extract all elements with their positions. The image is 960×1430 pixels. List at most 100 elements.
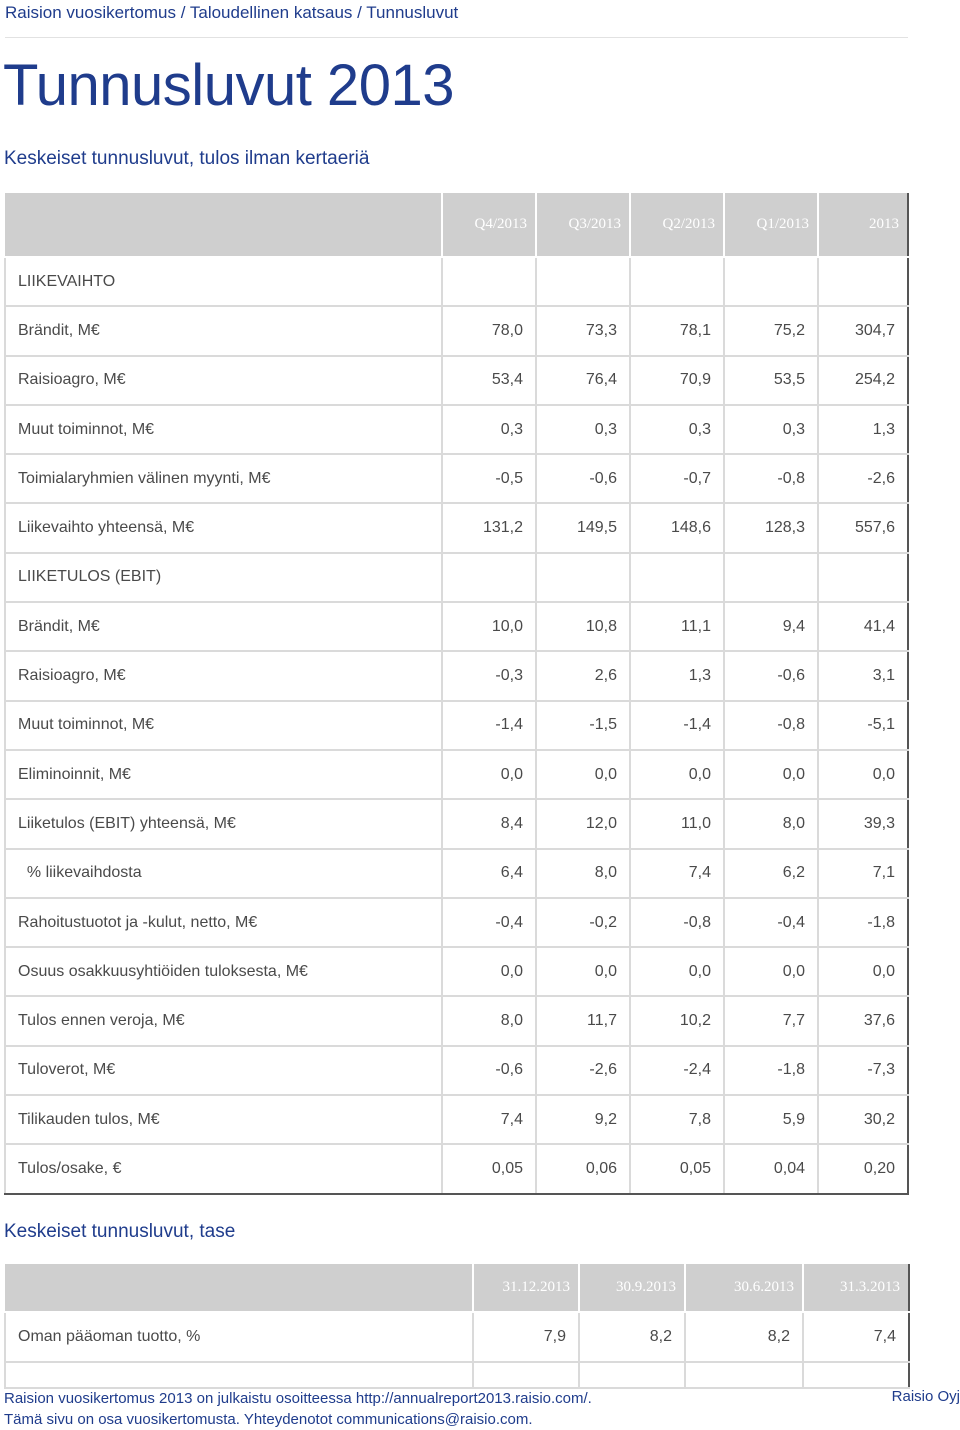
table-cell: 37,6 bbox=[817, 995, 909, 1047]
table-cell: 6,2 bbox=[723, 847, 819, 899]
table-cell: -1,8 bbox=[723, 1044, 819, 1097]
table-cell bbox=[441, 255, 537, 308]
table-cell: 0,3 bbox=[629, 403, 725, 456]
table-cell bbox=[723, 255, 819, 308]
table-cell: 78,1 bbox=[629, 305, 725, 357]
column-header-label bbox=[5, 1264, 474, 1313]
table-row bbox=[4, 1361, 910, 1389]
row-label: % liikevaihdosta bbox=[4, 847, 443, 899]
table-cell: 8,2 bbox=[684, 1311, 804, 1363]
table-cell: 11,1 bbox=[629, 601, 725, 653]
table-row: Tuloverot, M€ -0,6 -2,6 -2,4 -1,8 -7,3 bbox=[4, 1044, 909, 1097]
table-cell: 0,0 bbox=[535, 748, 631, 801]
table-cell: -5,1 bbox=[817, 699, 909, 751]
table-cell: 7,4 bbox=[629, 847, 725, 899]
table-cell: 557,6 bbox=[817, 502, 909, 554]
table-cell bbox=[684, 1361, 804, 1389]
table-row: % liikevaihdosta 6,4 8,0 7,4 6,2 7,1 bbox=[4, 847, 909, 899]
row-label: Muut toiminnot, M€ bbox=[4, 699, 443, 751]
table-cell: 76,4 bbox=[535, 354, 631, 406]
table-cell: 53,4 bbox=[441, 354, 537, 406]
page-title: Tunnusluvut 2013 bbox=[3, 53, 454, 118]
table-row: Tulos/osake, €0,05 0,06 0,05 0,04 0,20 bbox=[4, 1143, 909, 1195]
row-label: Eliminoinnit, M€ bbox=[4, 748, 443, 801]
table-cell: 0,0 bbox=[441, 748, 537, 801]
row-label: Muut toiminnot, M€ bbox=[4, 403, 443, 456]
table-cell: -0,4 bbox=[441, 896, 537, 949]
table-row: Toimialaryhmien välinen myynti, M€ -0,5 -0… bbox=[4, 453, 909, 505]
table-cell: 7,7 bbox=[723, 995, 819, 1047]
table-row: LIIKETULOS (EBIT) bbox=[4, 551, 909, 604]
table-cell bbox=[535, 255, 631, 308]
row-label: Osuus osakkuusyhtiöiden tuloksesta, M€ bbox=[4, 946, 443, 998]
table-cell: -0,6 bbox=[441, 1044, 537, 1097]
column-header: 31.12.2013 bbox=[472, 1264, 580, 1313]
row-label: Tilikauden tulos, M€ bbox=[4, 1094, 443, 1146]
table-cell bbox=[535, 551, 631, 604]
table-row: Liikevaihto yhteensä, M€ 131,2 149,5 148,6 1… bbox=[4, 502, 909, 554]
table-cell: -0,2 bbox=[535, 896, 631, 949]
table-cell: 0,0 bbox=[535, 946, 631, 998]
table-cell: 12,0 bbox=[535, 798, 631, 850]
table-row: Muut toiminnot, M€ -1,4 -1,5 -1,4 -0,8 -5,1 bbox=[4, 699, 909, 751]
table-cell: -2,4 bbox=[629, 1044, 725, 1097]
row-label: Brändit, M€ bbox=[4, 305, 443, 357]
table-cell: 10,8 bbox=[535, 601, 631, 653]
table-cell bbox=[817, 255, 909, 308]
row-label: Raisioagro, M€ bbox=[4, 354, 443, 406]
table-cell: 6,4 bbox=[441, 847, 537, 899]
section-title-income: Keskeiset tunnusluvut, tulos ilman kerta… bbox=[4, 148, 370, 169]
table-cell: -2,6 bbox=[817, 453, 909, 505]
table-cell: 0,0 bbox=[441, 946, 537, 998]
table-row: Tulos ennen veroja, M€ 8,0 11,7 10,2 7,7 37,6 bbox=[4, 995, 909, 1047]
table-row: Brändit, M€ 10,0 10,8 11,1 9,4 41,4 bbox=[4, 601, 909, 653]
footer-line-url[interactable]: Raision vuosikertomus 2013 on julkaistu … bbox=[4, 1390, 592, 1407]
table-row: Brändit, M€ 78,0 73,3 78,1 75,2 304,7 bbox=[4, 305, 909, 357]
column-header: 31.3.2013 bbox=[802, 1264, 910, 1313]
table-cell: 8,0 bbox=[441, 995, 537, 1047]
table-cell: 7,4 bbox=[802, 1311, 910, 1363]
table-cell: -0,5 bbox=[441, 453, 537, 505]
breadcrumb[interactable]: Raision vuosikertomus / Taloudellinen ka… bbox=[5, 3, 459, 22]
row-label: Tulos/osake, € bbox=[4, 1143, 443, 1195]
table-row: Eliminoinnit, M€ 0,0 0,0 0,0 0,0 0,0 bbox=[4, 748, 909, 801]
table-cell: 8,2 bbox=[578, 1311, 686, 1363]
column-header: 30.9.2013 bbox=[578, 1264, 686, 1313]
table-row: Liiketulos (EBIT) yhteensä, M€ 8,4 12,0 11,… bbox=[4, 798, 909, 850]
row-label: Oman pääoman tuotto, % bbox=[4, 1311, 474, 1363]
table-cell: 0,0 bbox=[817, 748, 909, 801]
table-row: Tilikauden tulos, M€ 7,4 9,2 7,8 5,9 30,2 bbox=[4, 1094, 909, 1146]
table-cell: 131,2 bbox=[441, 502, 537, 554]
table-cell: -0,6 bbox=[723, 650, 819, 702]
row-label: Liiketulos (EBIT) yhteensä, M€ bbox=[4, 798, 443, 850]
table-cell: 0,3 bbox=[535, 403, 631, 456]
table-cell: 10,0 bbox=[441, 601, 537, 653]
row-label: Rahoitustuotot ja -kulut, netto, M€ bbox=[4, 896, 443, 949]
table-cell: 7,1 bbox=[817, 847, 909, 899]
table-cell: 10,2 bbox=[629, 995, 725, 1047]
table-cell: -0,4 bbox=[723, 896, 819, 949]
table-row: Muut toiminnot, M€ 0,3 0,3 0,3 0,3 1,3 bbox=[4, 403, 909, 456]
row-label: Raisioagro, M€ bbox=[4, 650, 443, 702]
table-cell: 9,4 bbox=[723, 601, 819, 653]
footer-company: Raisio Oyj bbox=[891, 1388, 960, 1405]
column-header: 2013 bbox=[817, 193, 909, 258]
row-label: Tulos ennen veroja, M€ bbox=[4, 995, 443, 1047]
table-cell: 39,3 bbox=[817, 798, 909, 850]
table-cell: 70,9 bbox=[629, 354, 725, 406]
table-cell: 0,04 bbox=[723, 1143, 819, 1195]
footer-line-contact[interactable]: Tämä sivu on osa vuosikertomusta. Yhteyd… bbox=[4, 1411, 533, 1428]
table-cell: 0,0 bbox=[817, 946, 909, 998]
table-cell: 0,3 bbox=[723, 403, 819, 456]
table-row: Rahoitustuotot ja -kulut, netto, M€ -0,4-… bbox=[4, 896, 909, 949]
column-header: Q2/2013 bbox=[629, 193, 725, 258]
table-cell: 41,4 bbox=[817, 601, 909, 653]
table-cell: 0,0 bbox=[723, 748, 819, 801]
table-cell: 75,2 bbox=[723, 305, 819, 357]
table-cell bbox=[802, 1361, 910, 1389]
table-cell: 8,0 bbox=[723, 798, 819, 850]
table-cell bbox=[629, 255, 725, 308]
table-cell: -0,7 bbox=[629, 453, 725, 505]
table-cell: 8,4 bbox=[441, 798, 537, 850]
table-cell bbox=[472, 1361, 580, 1389]
